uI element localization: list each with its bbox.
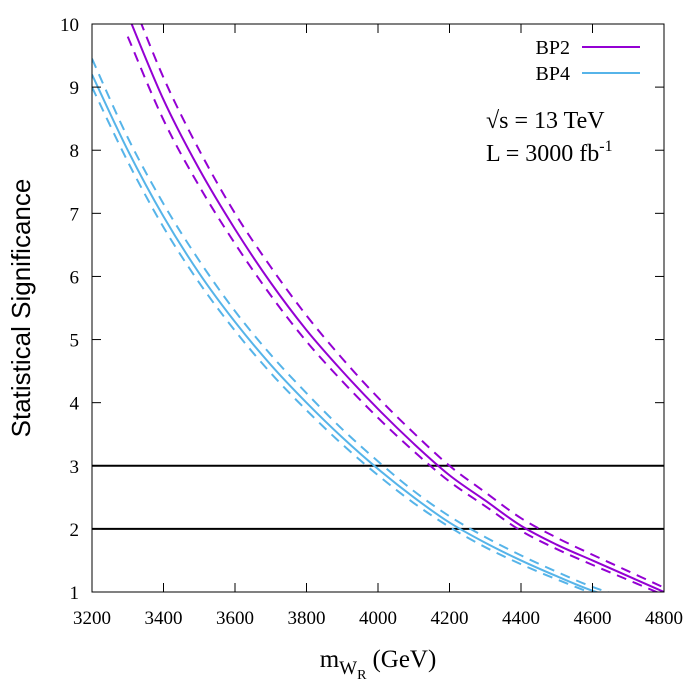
x-tick-labels: 3200 3400 3600 3800 4000 4200 4400 4600 4800: [73, 608, 683, 629]
series-bp4: [92, 74, 600, 592]
x-axis-title: mWR (GeV): [320, 646, 437, 683]
x-tick-label: 3200: [73, 608, 111, 629]
y-tick-label: 9: [70, 78, 80, 99]
y-tick-label: 10: [60, 15, 79, 36]
series-bp2-lower: [126, 36, 660, 592]
annotation-luminosity-base: L = 3000 fb: [486, 141, 599, 167]
legend: BP2 BP4: [536, 37, 640, 85]
x-axis-title-unit: (GeV): [372, 646, 436, 673]
series-bp2-upper: [140, 24, 664, 589]
series-bp4-lower: [92, 86, 592, 592]
y-tick-label: 5: [70, 331, 80, 352]
y-tick-label: 7: [70, 204, 80, 225]
y-tick-label: 3: [70, 457, 80, 478]
y-tick-label: 2: [70, 520, 80, 541]
x-axis-title-sub-w: W: [339, 658, 357, 679]
x-tick-label: 4200: [431, 608, 469, 629]
x-tick-label: 4600: [574, 608, 612, 629]
legend-label-bp2: BP2: [536, 37, 570, 59]
x-axis-title-sub-r: R: [357, 668, 367, 683]
x-tick-label: 3600: [216, 608, 254, 629]
x-tick-label: 4400: [502, 608, 540, 629]
annotation-luminosity-exp: -1: [599, 138, 612, 155]
y-tick-labels: 1 2 3 4 5 6 7 8 9 10: [60, 15, 80, 604]
axis-ticks: [91, 23, 665, 593]
series-bp4-upper: [92, 58, 611, 592]
series-bp2: [130, 24, 664, 592]
x-tick-label: 3800: [288, 608, 326, 629]
x-tick-label: 4800: [645, 608, 683, 629]
plot-area: [92, 24, 664, 592]
y-tick-label: 6: [70, 267, 80, 288]
annotation-luminosity: L = 3000 fb-1: [486, 138, 613, 167]
y-axis-title: Statistical Significance: [6, 179, 36, 438]
x-axis-title-main: m: [320, 646, 340, 673]
y-tick-label: 8: [70, 141, 80, 162]
x-tick-label: 4000: [359, 608, 397, 629]
y-tick-label: 1: [70, 583, 80, 604]
x-tick-label: 3400: [145, 608, 183, 629]
annotation-energy: √s = 13 TeV: [486, 108, 605, 134]
y-tick-label: 4: [70, 394, 80, 415]
legend-label-bp4: BP4: [536, 63, 570, 85]
